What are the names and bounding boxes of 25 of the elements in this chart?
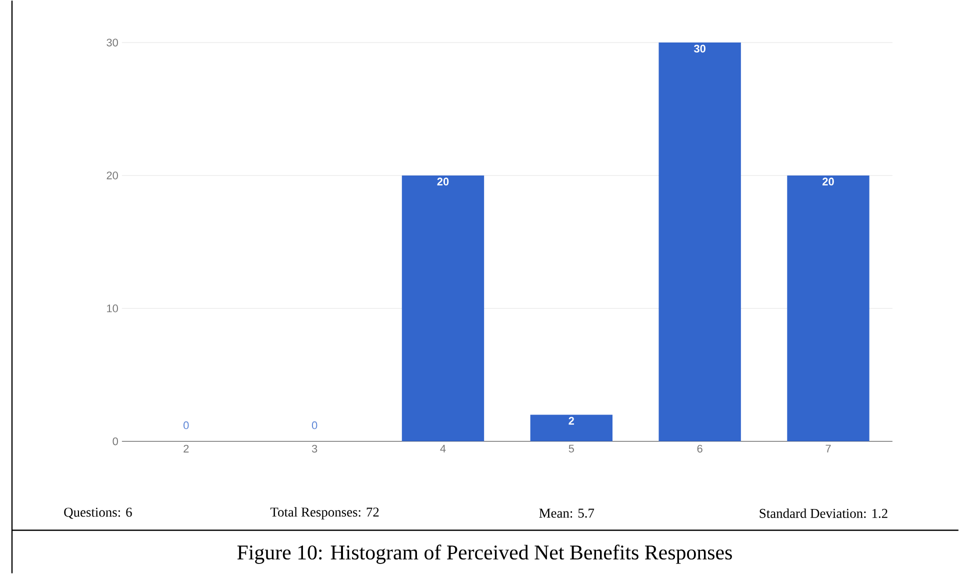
x-tick-label: 6 — [697, 444, 702, 453]
caption: Figure 10: Histogram of Perceived Net Benefits Responses — [237, 544, 732, 564]
data-label: 2 — [568, 417, 574, 425]
x-tick-label: 7 — [826, 444, 831, 452]
text: Mean: 5.7 — [539, 508, 594, 518]
data-label: 30 — [694, 44, 706, 53]
x-tick-label: 2 — [184, 444, 189, 453]
bar — [658, 42, 741, 442]
y-tick-label: 10 — [107, 304, 118, 312]
x-tick-label: 3 — [312, 444, 318, 453]
y-tick-label: 20 — [106, 172, 118, 180]
text: Standard Deviation: 1.2 — [760, 508, 888, 518]
text: Questions: 6 — [64, 508, 132, 519]
bar — [787, 176, 870, 442]
bar — [530, 414, 612, 442]
bar — [402, 176, 484, 442]
data-label: 0 — [312, 422, 318, 430]
text: Total Responses: 72 — [270, 507, 379, 520]
y-tick-label: 0 — [112, 438, 118, 446]
x-tick-label: 4 — [440, 444, 446, 452]
data-label: 0 — [184, 422, 189, 430]
data-label: 20 — [822, 178, 834, 186]
y-tick-label: 30 — [106, 38, 118, 47]
x-tick-label: 5 — [568, 444, 574, 453]
data-label: 20 — [437, 178, 449, 186]
